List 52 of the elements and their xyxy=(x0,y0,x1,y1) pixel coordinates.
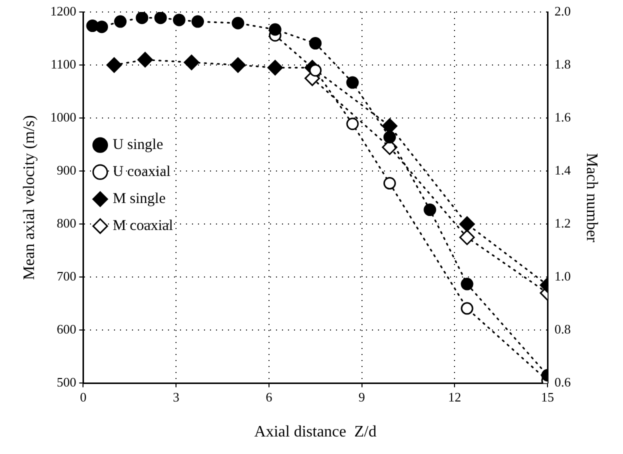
point xyxy=(346,118,359,130)
y2-tick-label: 1.2 xyxy=(554,216,571,231)
y-tick-label: 1200 xyxy=(50,3,76,18)
y2-tick-label: 1.6 xyxy=(554,109,572,124)
y-tick-label: 600 xyxy=(56,322,76,337)
point xyxy=(191,15,204,28)
point xyxy=(154,12,167,24)
point xyxy=(136,12,148,24)
x-axis-title: Axial distance Z/d xyxy=(254,424,376,441)
y-tick-label: 1000 xyxy=(50,109,76,124)
x-tick-label: 12 xyxy=(448,389,462,404)
x-tick-label: 9 xyxy=(358,389,366,404)
point xyxy=(309,37,322,50)
legend-label: U coaxial xyxy=(112,164,171,180)
x-tick-label: 3 xyxy=(172,389,180,404)
point xyxy=(383,130,396,144)
x-tick-label: 15 xyxy=(541,389,554,404)
y2-tick-label: 0.6 xyxy=(554,374,572,390)
point xyxy=(460,302,474,315)
x-tick-label: 6 xyxy=(266,389,273,404)
y-tick-label: 900 xyxy=(56,162,76,178)
y-tick-label: 700 xyxy=(56,268,76,284)
point xyxy=(172,14,186,26)
point xyxy=(424,204,436,216)
point xyxy=(346,76,359,89)
legend-label: M coaxial xyxy=(112,218,174,234)
y-axis-title: Mean axial velocity (m/s) xyxy=(20,115,38,280)
y2-axis-title: Mach number xyxy=(583,152,600,243)
y2-tick-label: 1.4 xyxy=(554,162,572,178)
y2-tick-label: 1.0 xyxy=(554,268,571,284)
point xyxy=(459,230,475,246)
y-tick-label: 800 xyxy=(56,216,76,231)
point xyxy=(232,16,244,30)
y2-tick-label: 0.8 xyxy=(554,322,571,337)
y-tick-label: 1100 xyxy=(50,56,76,72)
point xyxy=(268,23,282,36)
legend-label: U single xyxy=(112,137,164,154)
point xyxy=(267,60,283,76)
y2-tick-label: 2.0 xyxy=(554,3,571,18)
point xyxy=(459,216,475,232)
point xyxy=(114,15,127,28)
point xyxy=(137,52,153,68)
point xyxy=(106,57,122,73)
y-tick-label: 500 xyxy=(56,374,76,390)
x-tick-label: 0 xyxy=(80,389,86,404)
point xyxy=(383,177,396,190)
point xyxy=(460,278,474,290)
y2-tick-label: 1.8 xyxy=(554,56,571,72)
point xyxy=(96,20,108,34)
point xyxy=(230,57,246,73)
legend-label: M single xyxy=(112,191,166,208)
point xyxy=(184,54,200,70)
